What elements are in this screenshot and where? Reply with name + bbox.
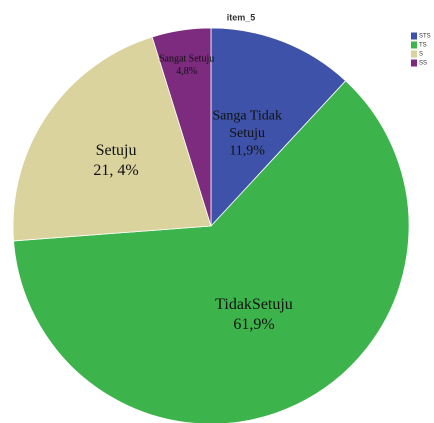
pie-slice: [12, 36, 212, 242]
legend-label: SS: [419, 61, 427, 67]
legend-label: S: [419, 52, 423, 58]
legend-label: TS: [419, 43, 427, 49]
value-label: 4,8%: [176, 66, 197, 77]
legend-swatch: [411, 59, 417, 67]
value-label: 11,9%: [229, 144, 265, 159]
legend-label: STS: [419, 34, 431, 40]
slice-label: Sanga Tidak: [212, 109, 282, 124]
pie-slice: [13, 80, 410, 423]
legend-swatch: [411, 50, 417, 58]
value-label: 61,9%: [233, 316, 274, 333]
pie-slice: [151, 27, 212, 227]
slice-label: Setuju: [96, 142, 137, 159]
slice-label: TidakSetuju: [215, 296, 293, 313]
legend-swatch: [411, 32, 417, 40]
slice-label: Sangat Setuju: [159, 54, 214, 65]
slice-label: Setuju: [229, 126, 265, 141]
legend-swatch: [411, 41, 417, 49]
pie-slice: [210, 27, 347, 228]
value-label: 21, 4%: [93, 162, 138, 179]
chart-title: item_5: [227, 12, 256, 22]
